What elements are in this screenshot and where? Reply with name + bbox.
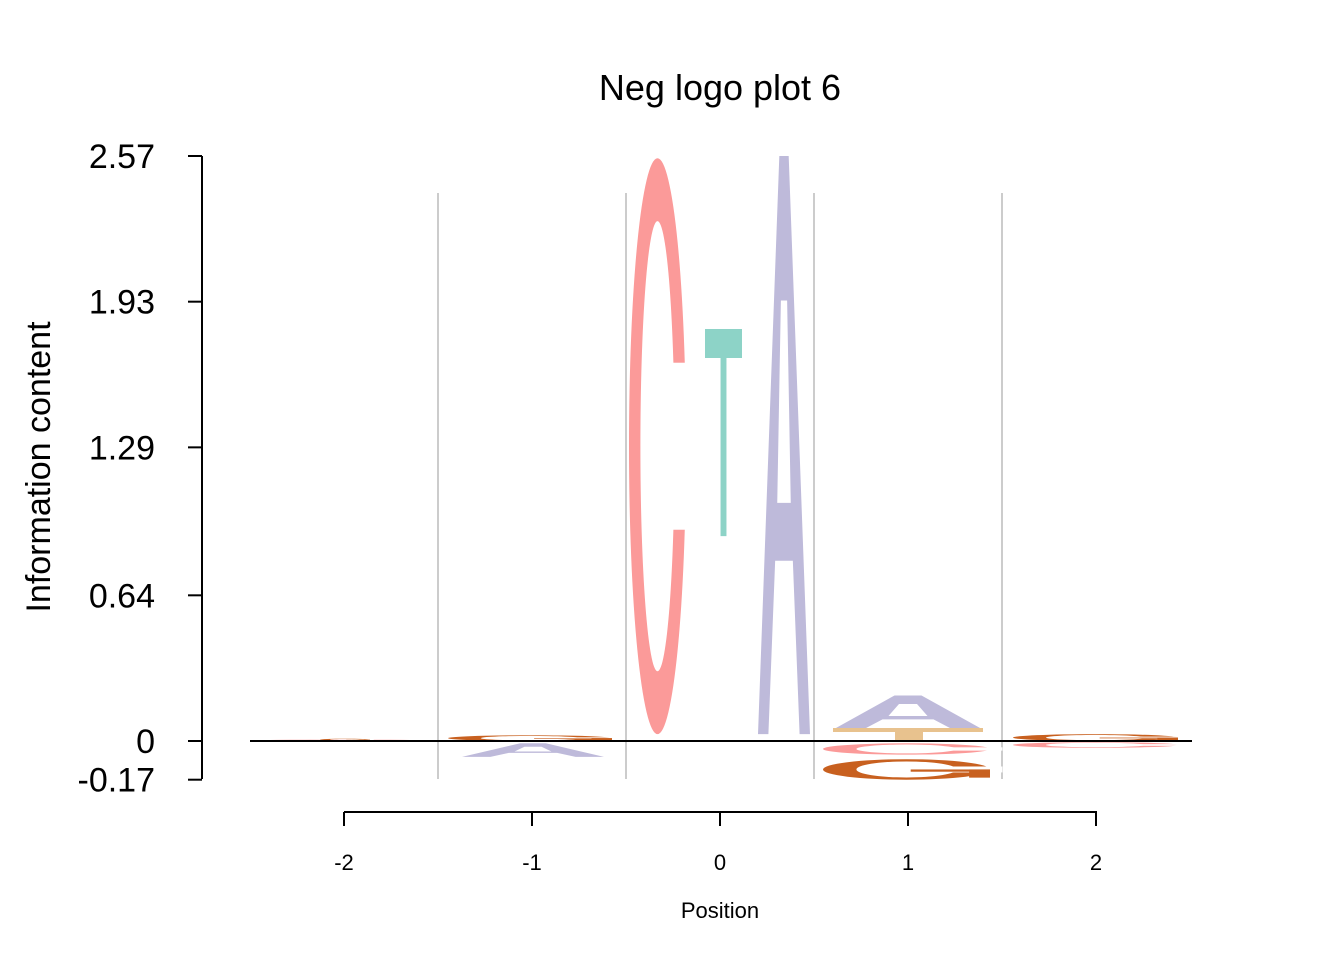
x-axis-label: Position [681, 898, 759, 923]
x-tick-label: 0 [714, 850, 726, 875]
logo-letter-g [1013, 734, 1191, 741]
position-1-accent [833, 728, 983, 741]
position-column [823, 695, 1003, 780]
logo-letter-c [629, 158, 691, 735]
y-tick-label: 0.64 [89, 577, 155, 615]
y-tick-label: 2.57 [89, 138, 155, 176]
logo-letter-a [833, 695, 983, 730]
logo-letter-g [823, 759, 1003, 780]
y-axis-label: Information content [20, 321, 58, 613]
logo-letter-c [1013, 742, 1191, 748]
x-tick-label: -2 [334, 850, 354, 875]
logo-letter-a [758, 156, 810, 735]
x-tick-label: 1 [902, 850, 914, 875]
y-tick-label: -0.17 [78, 762, 156, 800]
y-tick-label: 1.93 [89, 284, 155, 322]
y-axis: 2.57 1.93 1.29 0.64 0-0.17 [78, 138, 203, 800]
logo-letter-g [448, 735, 625, 741]
x-tick-label: 2 [1090, 850, 1102, 875]
position-column [448, 735, 625, 757]
letter-stacks [249, 156, 1191, 780]
position-column [629, 156, 810, 735]
chart-title: Neg logo plot 6 [599, 67, 841, 108]
x-axis: -2 -1 0 1 2 [334, 811, 1102, 875]
position-column [1013, 734, 1191, 748]
grid-lines [437, 193, 1003, 779]
y-tick-label: 0 [136, 723, 155, 761]
x-tick-label: -1 [522, 850, 542, 875]
logo-letter-t [705, 328, 742, 537]
y-tick-label: 1.29 [89, 429, 155, 467]
logo-letter-c [823, 743, 1003, 755]
logo-letter-a [462, 743, 604, 757]
